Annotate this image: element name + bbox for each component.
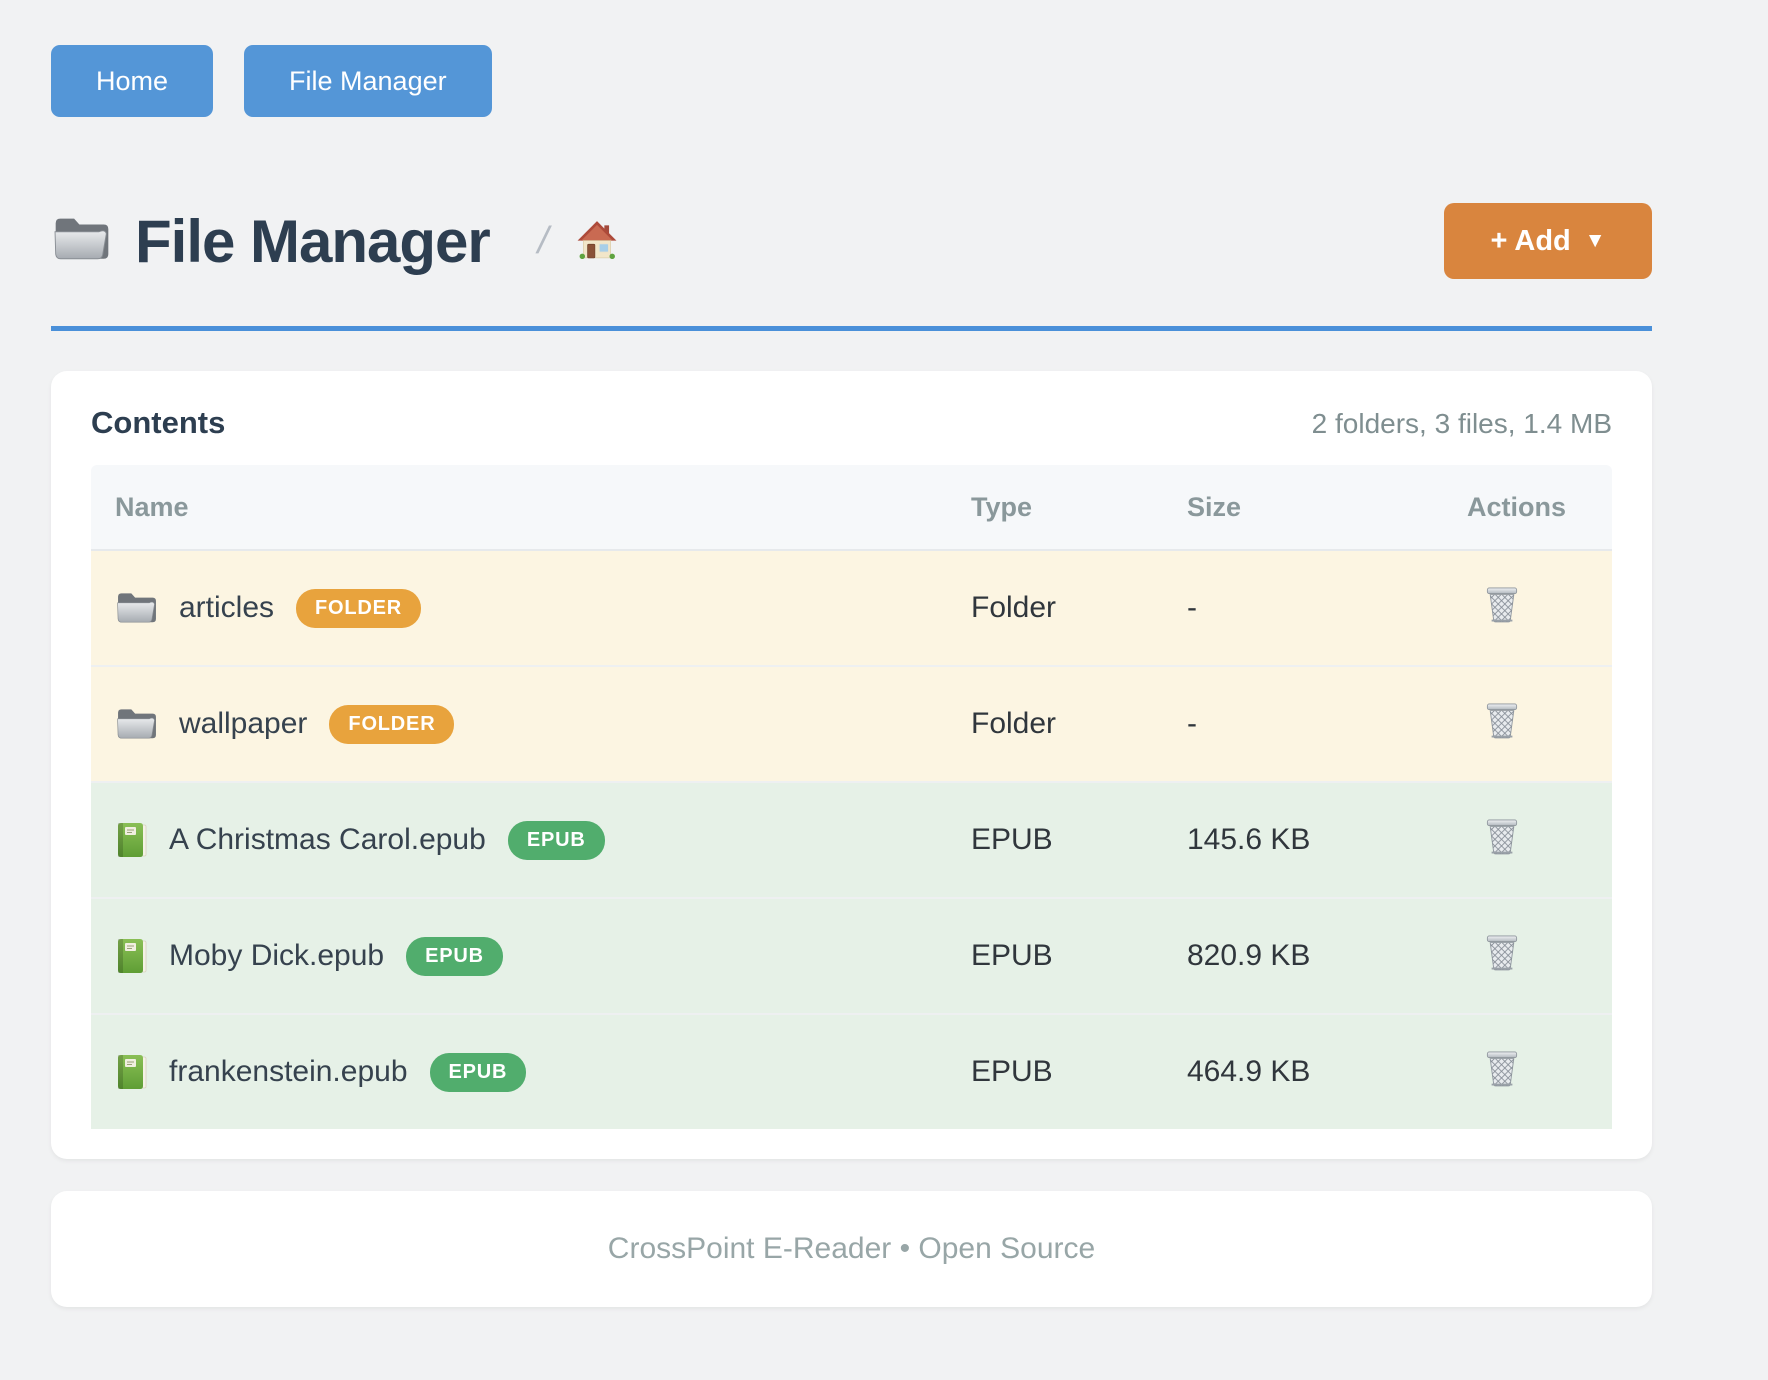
table-row: frankenstein.epub EPUB EPUB 464.9 KB — [91, 1013, 1612, 1129]
table-row: articles FOLDER Folder - — [91, 550, 1612, 666]
page-title: File Manager — [135, 207, 491, 275]
size-cell: 820.9 KB — [1187, 897, 1467, 1014]
column-header-name: Name — [91, 465, 971, 551]
table-row: Moby Dick.epub EPUB EPUB 820.9 KB — [91, 897, 1612, 1014]
type-badge: FOLDER — [329, 704, 455, 744]
page: Home File Manager File Manager / — [51, 0, 1652, 1307]
table-header-row: Name Type Size Actions — [91, 465, 1612, 551]
contents-summary: 2 folders, 3 files, 1.4 MB — [1311, 408, 1612, 439]
folder-icon — [115, 706, 159, 742]
file-name-link[interactable]: A Christmas Carol.epub — [169, 823, 486, 856]
divider — [51, 326, 1652, 331]
column-header-actions: Actions — [1467, 465, 1612, 551]
trash-icon — [1485, 587, 1519, 627]
type-badge: FOLDER — [296, 588, 422, 628]
top-nav: Home File Manager — [51, 45, 1652, 117]
green-book-icon — [115, 937, 149, 975]
panel-title: Contents — [91, 405, 226, 440]
nav-button-home[interactable]: Home — [51, 45, 214, 117]
delete-button[interactable] — [1485, 932, 1519, 972]
file-name-link[interactable]: Moby Dick.epub — [169, 939, 385, 972]
delete-button[interactable] — [1485, 700, 1519, 740]
chevron-down-icon: ▼ — [1584, 229, 1606, 252]
add-button[interactable]: + Add ▼ — [1444, 203, 1652, 279]
size-cell: 464.9 KB — [1187, 1013, 1467, 1129]
trash-icon — [1485, 819, 1519, 859]
file-table: Name Type Size Actions — [91, 465, 1612, 1129]
page-header: File Manager / + Add ▼ — [51, 193, 1652, 289]
footer-text: CrossPoint E-Reader • Open Source — [607, 1232, 1096, 1265]
type-cell: Folder — [971, 550, 1187, 666]
folder-icon — [115, 590, 159, 626]
type-badge: EPUB — [429, 1052, 527, 1092]
green-book-icon — [115, 1053, 149, 1091]
table-row: A Christmas Carol.epub EPUB EPUB 145.6 K… — [91, 781, 1612, 898]
type-cell: Folder — [971, 665, 1187, 782]
delete-button[interactable] — [1485, 584, 1519, 624]
nav-button-file-manager[interactable]: File Manager — [244, 45, 492, 117]
column-header-size: Size — [1187, 465, 1467, 551]
green-book-icon — [115, 821, 149, 859]
trash-icon — [1485, 1051, 1519, 1091]
size-cell: 145.6 KB — [1187, 781, 1467, 898]
type-cell: EPUB — [971, 897, 1187, 1014]
size-cell: - — [1187, 550, 1467, 666]
footer-card: CrossPoint E-Reader • Open Source — [51, 1191, 1652, 1307]
table-row: wallpaper FOLDER Folder - — [91, 665, 1612, 782]
breadcrumb-separator: / — [533, 219, 553, 262]
home-icon[interactable] — [576, 219, 618, 264]
type-cell: EPUB — [971, 781, 1187, 898]
type-badge: EPUB — [507, 820, 605, 860]
delete-button[interactable] — [1485, 1048, 1519, 1088]
add-button-label: + Add — [1490, 224, 1571, 257]
file-name-link[interactable]: wallpaper — [179, 707, 308, 740]
file-name-link[interactable]: frankenstein.epub — [169, 1055, 408, 1088]
folder-icon — [51, 214, 113, 269]
trash-icon — [1485, 703, 1519, 743]
delete-button[interactable] — [1485, 816, 1519, 856]
size-cell: - — [1187, 665, 1467, 782]
type-cell: EPUB — [971, 1013, 1187, 1129]
file-name-link[interactable]: articles — [179, 591, 275, 624]
contents-card: Contents 2 folders, 3 files, 1.4 MB Name… — [51, 371, 1652, 1159]
type-badge: EPUB — [406, 936, 503, 976]
column-header-type: Type — [971, 465, 1187, 551]
trash-icon — [1485, 935, 1519, 975]
